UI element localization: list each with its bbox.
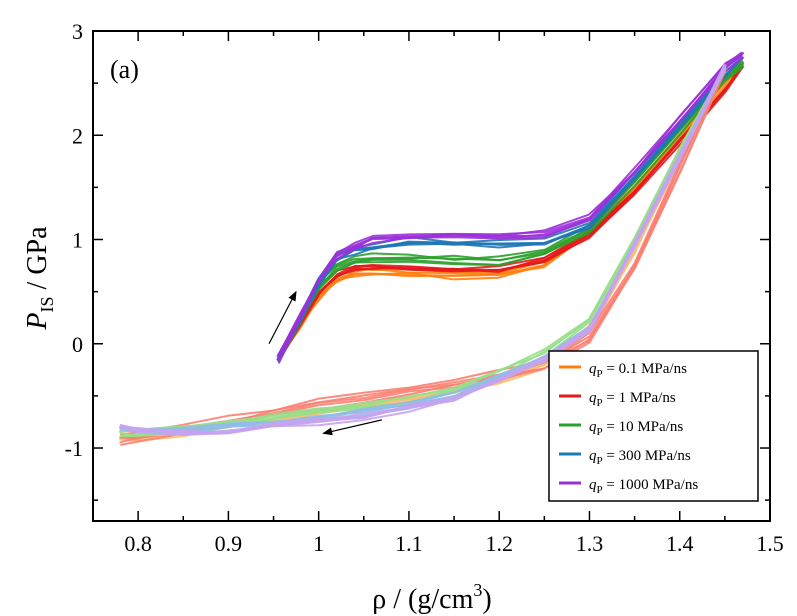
series-line [120, 65, 727, 436]
legend-box [548, 350, 759, 502]
x-tick-label: 1.3 [576, 531, 604, 556]
x-tick-label: 1.2 [485, 531, 513, 556]
series-layer [119, 51, 745, 446]
plot-frame [92, 30, 771, 522]
panel-label: (a) [110, 55, 139, 84]
series-line [277, 64, 744, 361]
series-line [277, 56, 744, 361]
legend: qP = 0.1 MPa/ns qP = 1 MPa/ns qP = 10 MPa/… [548, 350, 759, 502]
series-10 [119, 64, 727, 436]
y-tick-label: 3 [72, 19, 83, 44]
series-5 [276, 51, 745, 364]
x-tick-label: 1.1 [395, 531, 423, 556]
legend-entry: qP = 10 MPa/ns [589, 419, 683, 438]
series-line [277, 64, 744, 362]
compression-arrow [268, 290, 297, 345]
series-line [277, 62, 744, 361]
x-axis-title: ρ / (g/cm3) [372, 580, 491, 615]
series-line [276, 51, 745, 357]
series-line [277, 61, 743, 359]
series-line [277, 56, 744, 362]
x-tick-label: 1.5 [756, 531, 784, 556]
series-line [277, 61, 745, 357]
legend-entry: qP = 0.1 MPa/ns [589, 361, 687, 380]
legend-entry: qP = 1 MPa/ns [589, 390, 676, 409]
series-line [119, 68, 727, 435]
decompression-arrow [322, 419, 382, 436]
series-line [276, 66, 744, 360]
series-line [276, 56, 744, 361]
y-tick-label: 1 [72, 228, 83, 253]
x-tick-label: 0.8 [124, 531, 152, 556]
y-tick-label: 2 [72, 123, 83, 148]
x-tick-label: 1.4 [666, 531, 694, 556]
annotations-layer [268, 290, 382, 436]
y-tick-label: 0 [72, 332, 83, 357]
series-line [277, 52, 744, 356]
legend-entry: qP = 300 MPa/ns [589, 448, 691, 467]
series-4 [276, 51, 745, 362]
x-tick-label: 1 [313, 531, 324, 556]
y-axis-title-text: / GPa [22, 226, 53, 297]
y-axis-title-sub: IS [37, 296, 57, 312]
x-axis-title-close: ) [482, 584, 491, 615]
series-line [277, 61, 744, 362]
series-3 [277, 60, 745, 363]
x-tick-label: 0.9 [215, 531, 243, 556]
series-line [277, 61, 744, 358]
series-line [276, 53, 743, 358]
series-2 [276, 61, 745, 362]
series-line [278, 60, 744, 360]
x-axis-title-text: / (g/cm [386, 584, 473, 615]
series-line [277, 66, 744, 363]
series-line [277, 67, 744, 361]
legend-entry: qP = 1000 MPa/ns [589, 477, 698, 496]
x-axis-title-sup: 3 [473, 580, 482, 600]
series-line [119, 66, 726, 434]
x-axis-title-symbol: ρ [372, 584, 386, 615]
series-line [276, 54, 743, 361]
series-line [119, 66, 727, 436]
series-1 [276, 61, 745, 362]
series-line [277, 65, 745, 362]
y-tick-label: -1 [65, 436, 83, 461]
y-axis-title: PIS / GPa [22, 226, 57, 331]
series-line [276, 51, 743, 360]
series-line [278, 63, 745, 359]
series-line [277, 56, 745, 364]
series-line [276, 62, 743, 361]
y-axis-title-symbol: P [22, 312, 53, 330]
series-line [277, 58, 744, 362]
series-line [277, 63, 744, 362]
